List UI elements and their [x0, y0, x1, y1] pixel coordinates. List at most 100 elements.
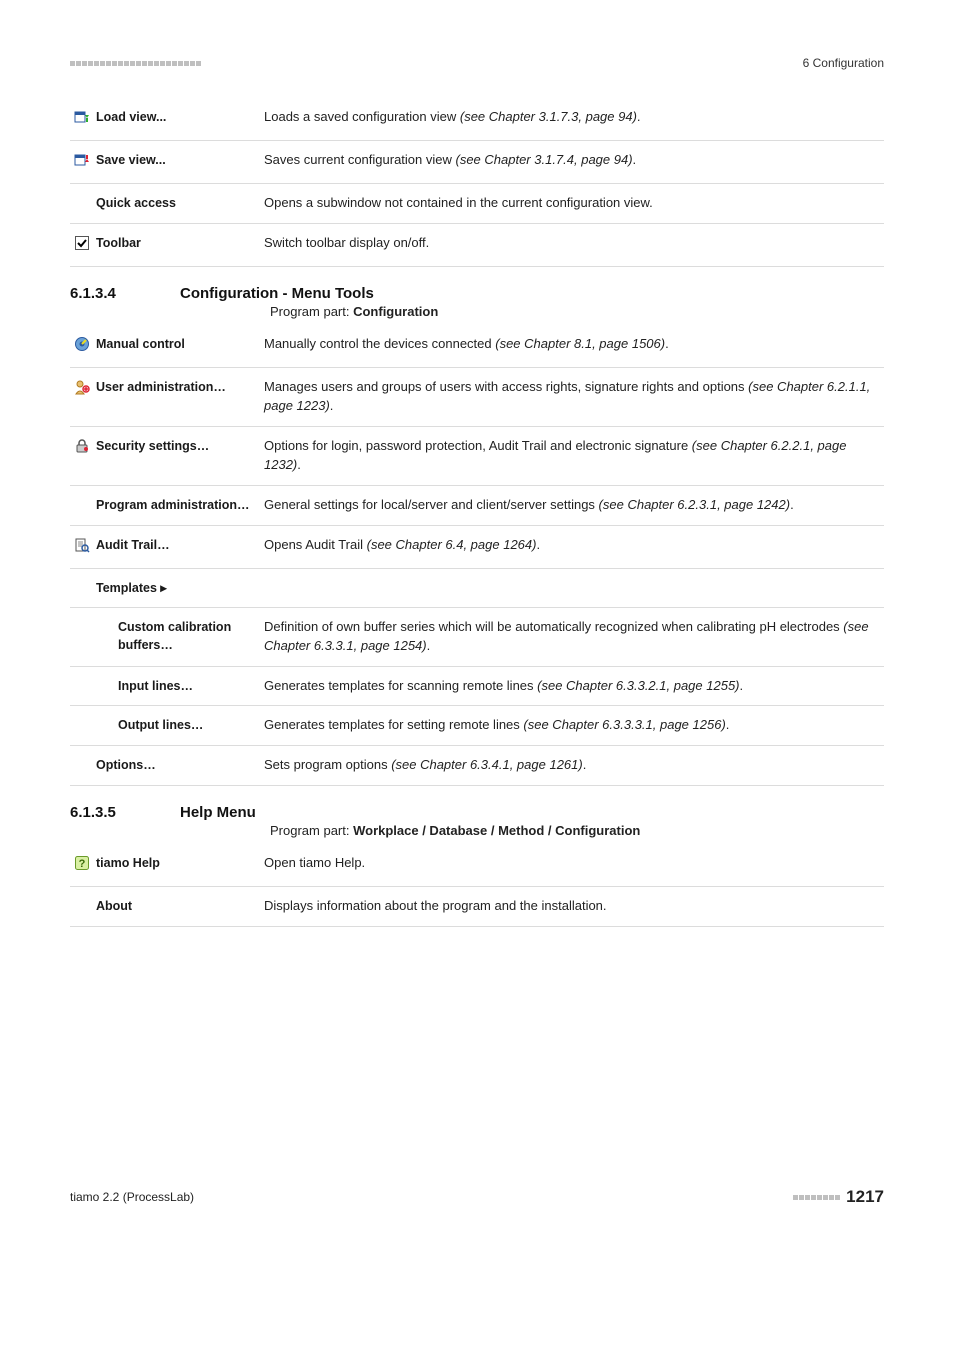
program-part-label: Program part: — [270, 304, 353, 319]
menu-desc-cell: Manually control the devices connected (… — [260, 325, 884, 368]
audit-icon — [74, 536, 90, 558]
menu-row: Options…Sets program options (see Chapte… — [70, 746, 884, 786]
menu-desc-reference: (see Chapter 6.2.3.1, page 1242) — [599, 497, 791, 512]
menu-desc-text: Sets program options — [264, 757, 391, 772]
menu-label-cell: Manual control — [70, 325, 260, 368]
menu-label-cell: About — [70, 887, 260, 927]
svg-text:?: ? — [79, 858, 86, 870]
program-part-label: Program part: — [270, 823, 353, 838]
menu-label-cell: ? tiamo Help — [70, 844, 260, 887]
menu-desc-text: Opens a subwindow not contained in the c… — [264, 195, 653, 210]
menu-desc-text: . — [330, 398, 334, 413]
menu-desc-text: . — [583, 757, 587, 772]
menu-label-cell: Output lines… — [70, 706, 260, 746]
menu-item-label: Quick access — [96, 194, 252, 212]
menu-desc-text: . — [740, 678, 744, 693]
load-view-icon — [74, 108, 90, 130]
menu-row: ? tiamo Help Open tiamo Help. — [70, 844, 884, 887]
heading-title: Help Menu — [180, 804, 256, 821]
menu-desc-text: . — [637, 109, 641, 124]
menu-desc-text: Manages users and groups of users with a… — [264, 379, 748, 394]
menu-item-label: User administration… — [96, 378, 252, 396]
menu-desc-text: Loads a saved configuration view — [264, 109, 460, 124]
menu-desc-reference: (see Chapter 6.3.3.2.1, page 1255) — [537, 678, 739, 693]
security-icon — [74, 437, 90, 459]
heading-number: 6.1.3.4 — [70, 285, 180, 302]
menu-desc-text: Open tiamo Help. — [264, 855, 365, 870]
menu-desc-cell: Options for login, password protection, … — [260, 427, 884, 486]
menu-table-tools: Manual control Manually control the devic… — [70, 325, 884, 786]
menu-row: User administration… Manages users and gr… — [70, 368, 884, 427]
menu-desc-cell: Generates templates for scanning remote … — [260, 666, 884, 706]
menu-row: Security settings… Options for login, pas… — [70, 427, 884, 486]
menu-desc-text: . — [536, 537, 540, 552]
menu-item-label: tiamo Help — [96, 854, 252, 872]
menu-desc-cell — [260, 568, 884, 607]
menu-label-cell: Input lines… — [70, 666, 260, 706]
menu-row: Program administration… General settings … — [70, 485, 884, 525]
menu-desc-reference: (see Chapter 8.1, page 1506) — [495, 336, 665, 351]
save-view-icon — [74, 151, 90, 173]
menu-label-cell: User administration… — [70, 368, 260, 427]
menu-desc-cell: Definition of own buffer series which wi… — [260, 607, 884, 666]
menu-item-label: Templates ▸ — [96, 579, 252, 597]
checkbox-icon — [74, 234, 90, 256]
menu-desc-text: Definition of own buffer series which wi… — [264, 619, 843, 634]
menu-item-label: Security settings… — [96, 437, 252, 455]
menu-item-label: Input lines… — [118, 677, 252, 695]
menu-desc-text: . — [790, 497, 794, 512]
manual-icon — [74, 335, 90, 357]
menu-desc-text: Switch toolbar display on/off. — [264, 235, 429, 250]
menu-desc-reference: (see Chapter 6.4, page 1264) — [367, 537, 537, 552]
menu-label-cell: Security settings… — [70, 427, 260, 486]
menu-desc-text: Generates templates for scanning remote … — [264, 678, 537, 693]
menu-desc-reference: (see Chapter 3.1.7.3, page 94) — [460, 109, 637, 124]
menu-desc-text: . — [633, 152, 637, 167]
menu-item-label: Toolbar — [96, 234, 252, 252]
menu-label-cell: Templates ▸ — [70, 568, 260, 607]
header-decoration — [70, 61, 201, 66]
footer-decoration — [793, 1195, 840, 1200]
menu-row: Audit Trail… Opens Audit Trail (see Chapt… — [70, 525, 884, 568]
help-icon: ? — [74, 854, 90, 876]
menu-label-cell: Options… — [70, 746, 260, 786]
menu-row: AboutDisplays information about the prog… — [70, 887, 884, 927]
menu-row: Custom calibration buffers… Definition of… — [70, 607, 884, 666]
heading-number: 6.1.3.5 — [70, 804, 180, 821]
menu-table-view: Load view...Loads a saved configuration … — [70, 98, 884, 267]
menu-desc-text: . — [427, 638, 431, 653]
menu-item-label: Program administration… — [96, 496, 252, 514]
menu-desc-text: Generates templates for setting remote l… — [264, 717, 523, 732]
heading-config-menu-tools: 6.1.3.4Configuration - Menu Tools — [70, 285, 884, 302]
menu-desc-cell: Switch toolbar display on/off. — [260, 224, 884, 267]
menu-row: Templates ▸ — [70, 568, 884, 607]
menu-label-cell: Save view... — [70, 141, 260, 184]
menu-desc-cell: Displays information about the program a… — [260, 887, 884, 927]
menu-desc-cell: Opens a subwindow not contained in the c… — [260, 184, 884, 224]
program-part-line: Program part: Configuration — [270, 304, 884, 319]
menu-desc-cell: General settings for local/server and cl… — [260, 485, 884, 525]
menu-desc-cell: Generates templates for setting remote l… — [260, 706, 884, 746]
menu-row: Output lines… Generates templates for set… — [70, 706, 884, 746]
menu-item-label: Output lines… — [118, 716, 252, 734]
user-admin-icon — [74, 378, 90, 400]
menu-desc-text: . — [726, 717, 730, 732]
program-part-value: Workplace / Database / Method / Configur… — [353, 823, 640, 838]
menu-desc-text: Manually control the devices connected — [264, 336, 495, 351]
menu-row: Save view... Saves current configuration … — [70, 141, 884, 184]
menu-item-label: Manual control — [96, 335, 252, 353]
menu-label-cell: Custom calibration buffers… — [70, 607, 260, 666]
menu-label-cell: Audit Trail… — [70, 525, 260, 568]
menu-desc-cell: Sets program options (see Chapter 6.3.4.… — [260, 746, 884, 786]
menu-desc-text: Saves current configuration view — [264, 152, 455, 167]
menu-desc-reference: (see Chapter 6.3.3.3.1, page 1256) — [523, 717, 725, 732]
menu-row: Load view...Loads a saved configuration … — [70, 98, 884, 141]
footer-product: tiamo 2.2 (ProcessLab) — [70, 1190, 194, 1204]
menu-item-label: Save view... — [96, 151, 252, 169]
menu-item-label: Audit Trail… — [96, 536, 252, 554]
menu-desc-cell: Opens Audit Trail (see Chapter 6.4, page… — [260, 525, 884, 568]
footer-page-number: 1217 — [846, 1187, 884, 1207]
menu-desc-cell: Loads a saved configuration view (see Ch… — [260, 98, 884, 141]
program-part-value: Configuration — [353, 304, 438, 319]
menu-desc-text: . — [665, 336, 669, 351]
